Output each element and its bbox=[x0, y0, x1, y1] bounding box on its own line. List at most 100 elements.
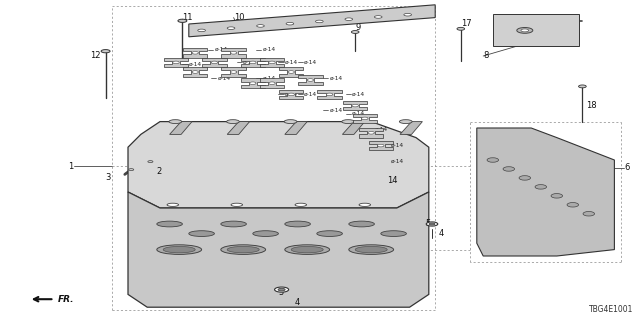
Text: 12: 12 bbox=[90, 52, 100, 60]
Ellipse shape bbox=[503, 167, 515, 171]
Text: 18: 18 bbox=[586, 101, 596, 110]
Ellipse shape bbox=[517, 28, 532, 33]
Text: 8: 8 bbox=[483, 52, 488, 60]
Text: 5: 5 bbox=[426, 220, 431, 228]
Polygon shape bbox=[279, 90, 303, 99]
Polygon shape bbox=[279, 67, 303, 77]
Polygon shape bbox=[400, 122, 422, 134]
Text: ø-14: ø-14 bbox=[390, 143, 404, 148]
Ellipse shape bbox=[349, 245, 394, 254]
Ellipse shape bbox=[487, 158, 499, 162]
Ellipse shape bbox=[192, 71, 198, 73]
Ellipse shape bbox=[567, 203, 579, 207]
Ellipse shape bbox=[285, 245, 330, 254]
Ellipse shape bbox=[227, 246, 259, 253]
Polygon shape bbox=[189, 5, 435, 37]
Ellipse shape bbox=[198, 29, 205, 32]
Ellipse shape bbox=[355, 246, 387, 253]
Text: 14: 14 bbox=[387, 176, 397, 185]
Ellipse shape bbox=[288, 71, 294, 73]
Polygon shape bbox=[164, 58, 188, 67]
Ellipse shape bbox=[192, 52, 198, 54]
Ellipse shape bbox=[378, 144, 384, 147]
Ellipse shape bbox=[250, 82, 256, 84]
Polygon shape bbox=[221, 48, 246, 58]
Ellipse shape bbox=[231, 203, 243, 206]
Ellipse shape bbox=[521, 29, 529, 32]
Ellipse shape bbox=[342, 120, 355, 124]
Polygon shape bbox=[260, 78, 284, 88]
Text: ø-14: ø-14 bbox=[218, 76, 231, 81]
Ellipse shape bbox=[189, 231, 214, 236]
Ellipse shape bbox=[345, 18, 353, 20]
Text: ø-14: ø-14 bbox=[262, 47, 276, 52]
Polygon shape bbox=[202, 58, 227, 67]
Ellipse shape bbox=[381, 231, 406, 236]
Polygon shape bbox=[221, 67, 246, 77]
Ellipse shape bbox=[349, 221, 374, 227]
Text: ø-14: ø-14 bbox=[390, 159, 404, 164]
Text: ø-14: ø-14 bbox=[352, 92, 365, 97]
Polygon shape bbox=[493, 14, 579, 46]
Ellipse shape bbox=[101, 50, 110, 53]
Ellipse shape bbox=[519, 176, 531, 180]
Ellipse shape bbox=[579, 85, 586, 88]
Text: ø-14: ø-14 bbox=[243, 60, 257, 65]
Text: ø-14: ø-14 bbox=[352, 111, 365, 116]
Polygon shape bbox=[343, 101, 367, 110]
Ellipse shape bbox=[129, 169, 134, 171]
Text: ø-14: ø-14 bbox=[285, 60, 298, 65]
Ellipse shape bbox=[157, 221, 182, 227]
Ellipse shape bbox=[230, 71, 237, 73]
Ellipse shape bbox=[326, 93, 333, 96]
Ellipse shape bbox=[368, 132, 374, 134]
Text: 5: 5 bbox=[278, 288, 284, 297]
Ellipse shape bbox=[230, 52, 237, 54]
Text: ø-14: ø-14 bbox=[285, 92, 298, 97]
Ellipse shape bbox=[551, 194, 563, 198]
Text: ø-14: ø-14 bbox=[304, 92, 317, 97]
Ellipse shape bbox=[316, 20, 323, 23]
Text: 6: 6 bbox=[624, 164, 629, 172]
Text: 15: 15 bbox=[557, 197, 567, 206]
Polygon shape bbox=[369, 141, 393, 150]
Text: ø-14: ø-14 bbox=[262, 76, 276, 81]
Ellipse shape bbox=[250, 61, 256, 64]
Polygon shape bbox=[128, 122, 429, 208]
Ellipse shape bbox=[351, 30, 359, 33]
Text: 16: 16 bbox=[480, 216, 491, 225]
Ellipse shape bbox=[288, 93, 294, 96]
Ellipse shape bbox=[286, 22, 294, 25]
Polygon shape bbox=[183, 48, 207, 58]
Ellipse shape bbox=[157, 245, 202, 254]
Ellipse shape bbox=[275, 287, 289, 292]
Ellipse shape bbox=[399, 120, 412, 124]
Ellipse shape bbox=[253, 231, 278, 236]
Polygon shape bbox=[359, 128, 383, 138]
Ellipse shape bbox=[211, 61, 218, 64]
Text: 4: 4 bbox=[294, 298, 300, 307]
Text: 2: 2 bbox=[157, 167, 162, 176]
Ellipse shape bbox=[221, 245, 266, 254]
Text: 17: 17 bbox=[461, 20, 472, 28]
Ellipse shape bbox=[426, 222, 438, 226]
Ellipse shape bbox=[359, 203, 371, 206]
Polygon shape bbox=[241, 58, 265, 67]
Text: ø-14: ø-14 bbox=[304, 60, 317, 65]
Ellipse shape bbox=[269, 61, 275, 64]
Ellipse shape bbox=[583, 212, 595, 216]
Ellipse shape bbox=[167, 203, 179, 206]
Polygon shape bbox=[128, 192, 429, 307]
Ellipse shape bbox=[227, 120, 239, 124]
Ellipse shape bbox=[295, 203, 307, 206]
Polygon shape bbox=[183, 67, 207, 77]
Ellipse shape bbox=[352, 104, 358, 107]
Ellipse shape bbox=[148, 161, 153, 163]
Ellipse shape bbox=[429, 223, 435, 225]
Text: 4: 4 bbox=[438, 229, 444, 238]
Polygon shape bbox=[241, 78, 265, 88]
Ellipse shape bbox=[178, 19, 187, 22]
Ellipse shape bbox=[257, 25, 264, 27]
Polygon shape bbox=[342, 122, 365, 134]
Text: TBG4E1001: TBG4E1001 bbox=[589, 305, 634, 314]
